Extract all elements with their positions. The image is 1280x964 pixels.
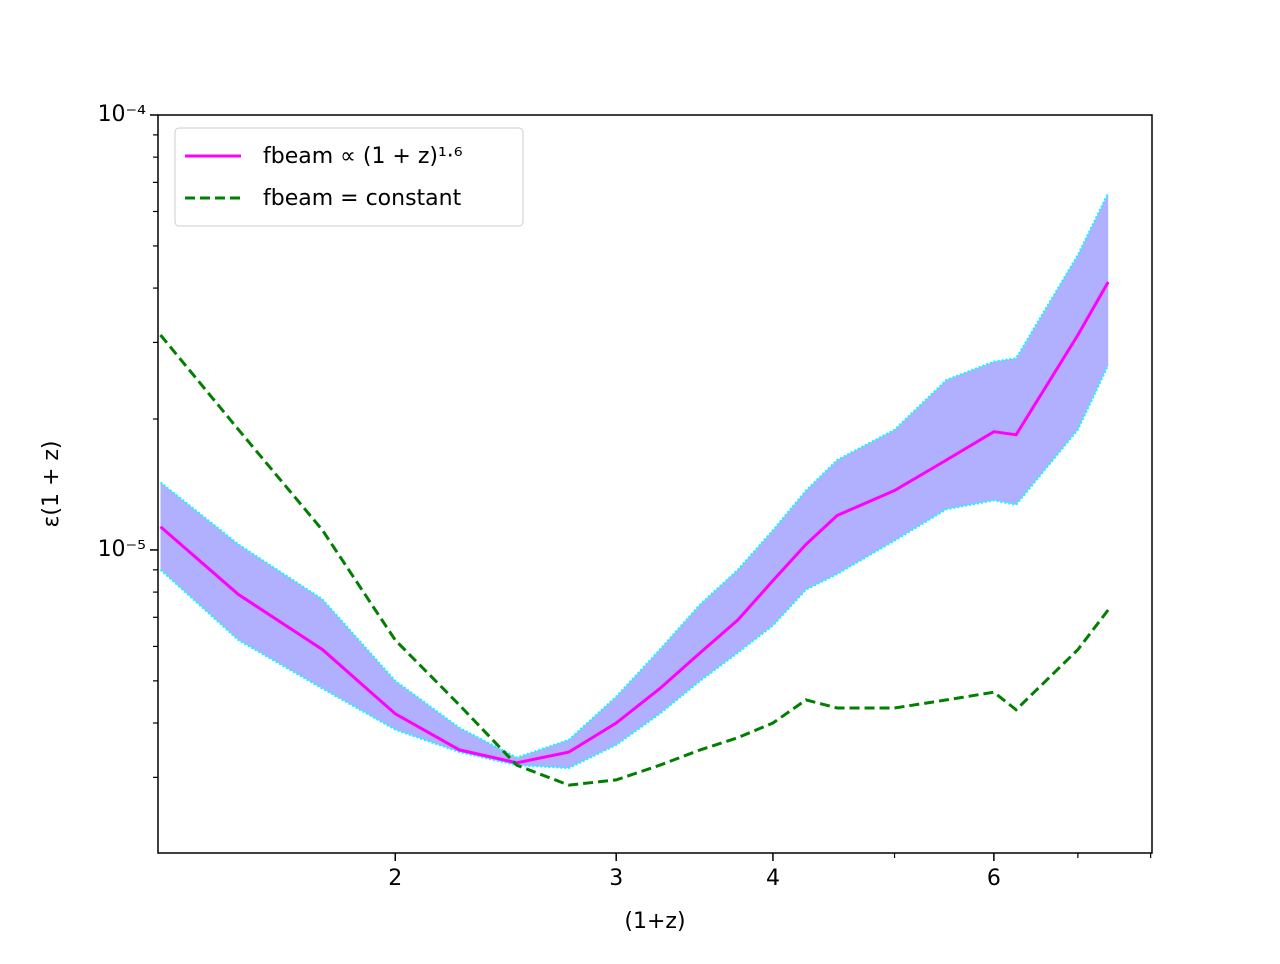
y-tick-label: 10⁻⁴ <box>98 102 147 127</box>
x-tick-label: 3 <box>609 866 623 891</box>
line <box>159 281 1110 765</box>
y-tick-label: 10⁻⁵ <box>98 537 146 562</box>
legend: fbeam ∝ (1 + z)¹·⁶ fbeam = constant <box>174 127 524 227</box>
legend-box <box>174 127 524 227</box>
band-edge <box>159 364 1110 770</box>
x-tick-label: 6 <box>987 866 1001 891</box>
x-axis-label: (1+z) <box>624 909 685 934</box>
plot-frame <box>157 114 1153 854</box>
legend-label: fbeam = constant <box>263 186 462 211</box>
legend-label: fbeam ∝ (1 + z)¹·⁶ <box>263 144 463 169</box>
x-tick-label: 2 <box>388 866 402 891</box>
band-area <box>160 192 1109 769</box>
line <box>159 334 1110 787</box>
y-axis-label: ε(1 + z) <box>39 440 64 527</box>
x-tick-label: 4 <box>766 866 780 891</box>
